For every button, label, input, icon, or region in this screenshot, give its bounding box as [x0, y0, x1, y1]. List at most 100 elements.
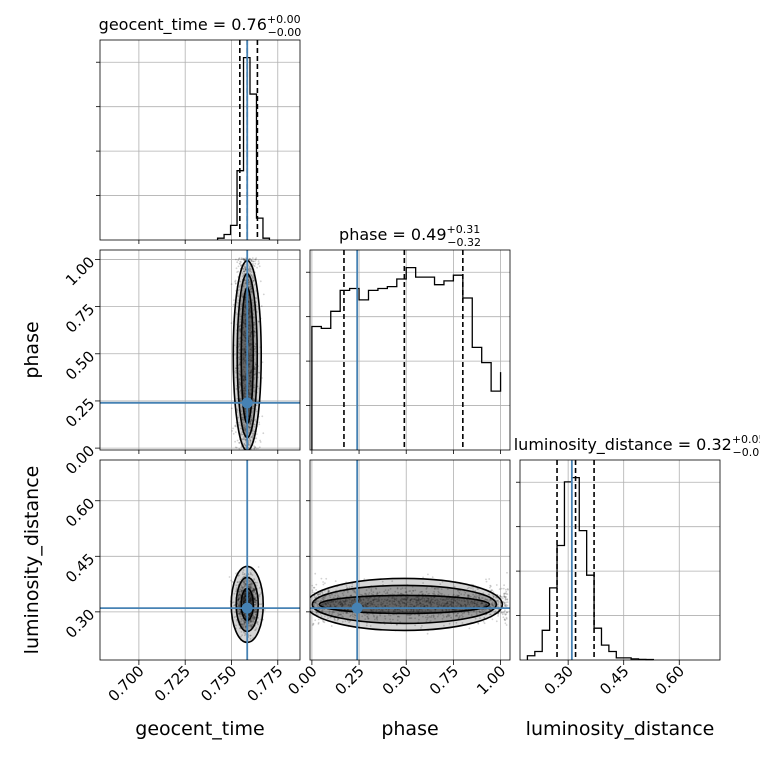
scatter-phase-vs-luminosity-distance-sample [352, 602, 355, 605]
scatter-geocent-time-vs-phase-sample [243, 330, 246, 333]
scatter-phase-vs-luminosity-distance-sample [491, 601, 494, 604]
scatter-phase-vs-luminosity-distance-sample [387, 609, 390, 611]
scatter-geocent-time-vs-luminosity-distance-sample [255, 599, 258, 602]
scatter-geocent-time-vs-phase-sample [242, 334, 245, 337]
scatter-phase-vs-luminosity-distance-sample [504, 619, 507, 622]
scatter-geocent-time-vs-phase-sample [248, 438, 251, 440]
scatter-geocent-time-vs-luminosity-distance-sample [249, 585, 252, 587]
scatter-phase-vs-luminosity-distance-sample [450, 616, 452, 619]
scatter-phase-vs-luminosity-distance-sample [414, 598, 417, 601]
scatter-phase-vs-luminosity-distance-sample [468, 594, 471, 597]
scatter-geocent-time-vs-phase-sample [249, 384, 252, 387]
scatter-geocent-time-vs-luminosity-distance-sample [248, 599, 251, 601]
scatter-phase-vs-luminosity-distance-sample [490, 585, 492, 588]
scatter-phase-vs-luminosity-distance-sample [334, 600, 337, 603]
scatter-phase-vs-luminosity-distance-sample [319, 593, 322, 595]
scatter-phase-vs-luminosity-distance-sample [366, 602, 368, 605]
scatter-geocent-time-vs-phase-sample [234, 283, 237, 285]
scatter-geocent-time-vs-phase-sample [248, 321, 251, 323]
scatter-phase-vs-luminosity-distance-sample [370, 610, 373, 613]
scatter-geocent-time-vs-phase-sample [248, 375, 251, 378]
scatter-geocent-time-vs-luminosity-distance-sample [242, 602, 245, 604]
scatter-geocent-time-vs-luminosity-distance-sample [242, 619, 245, 622]
scatter-geocent-time-vs-luminosity-distance-sample [240, 586, 243, 589]
scatter-phase-vs-luminosity-distance-sample [410, 610, 413, 613]
scatter-phase-vs-luminosity-distance-sample [367, 602, 370, 604]
scatter-geocent-time-vs-luminosity-distance-sample [240, 589, 243, 591]
scatter-phase-vs-luminosity-distance-sample [393, 610, 395, 613]
scatter-geocent-time-vs-luminosity-distance-sample [244, 597, 247, 600]
scatter-geocent-time-vs-phase-sample [242, 322, 245, 325]
scatter-phase-vs-luminosity-distance-sample [341, 604, 343, 606]
scatter-geocent-time-vs-phase-sample [248, 344, 251, 347]
scatter-geocent-time-vs-luminosity-distance-sample [248, 624, 250, 627]
scatter-geocent-time-vs-luminosity-distance-sample [255, 627, 258, 629]
scatter-geocent-time-vs-luminosity-distance-sample [243, 623, 246, 626]
scatter-geocent-time-vs-luminosity-distance-sample [238, 574, 240, 577]
scatter-phase-vs-luminosity-distance-sample [440, 605, 442, 607]
scatter-phase-vs-luminosity-distance-sample [341, 605, 343, 608]
scatter-geocent-time-vs-phase-sample [253, 333, 256, 335]
scatter-phase-vs-luminosity-distance-sample [429, 604, 432, 607]
scatter-phase-vs-luminosity-distance-sample [337, 614, 339, 617]
scatter-geocent-time-vs-luminosity-distance-sample [237, 597, 240, 600]
scatter-geocent-time-vs-phase-sample [248, 372, 250, 375]
scatter-geocent-time-vs-phase-sample [240, 303, 243, 306]
scatter-geocent-time-vs-luminosity-distance-sample [254, 614, 257, 616]
scatter-geocent-time-vs-phase-sample [232, 432, 235, 435]
scatter-geocent-time-vs-phase-sample [243, 314, 246, 317]
scatter-geocent-time-vs-phase-sample [240, 399, 242, 401]
scatter-phase-vs-luminosity-distance-sample [464, 604, 467, 607]
scatter-geocent-time-vs-luminosity-distance-sample [249, 571, 252, 574]
scatter-geocent-time-vs-luminosity-distance-sample [237, 605, 240, 608]
scatter-geocent-time-vs-phase-sample [249, 420, 252, 423]
scatter-geocent-time-vs-phase-sample [244, 393, 247, 395]
scatter-geocent-time-vs-phase-sample [242, 395, 245, 398]
scatter-geocent-time-vs-luminosity-distance-sample [252, 587, 255, 590]
scatter-geocent-time-vs-luminosity-distance-sample [250, 600, 253, 603]
scatter-geocent-time-vs-luminosity-distance-sample [248, 579, 251, 582]
scatter-geocent-time-vs-luminosity-distance-sample [241, 586, 244, 589]
scatter-geocent-time-vs-phase-sample [240, 257, 243, 259]
scatter-geocent-time-vs-phase-sample [252, 275, 255, 277]
scatter-geocent-time-vs-luminosity-distance-sample [249, 585, 252, 588]
scatter-phase-vs-luminosity-distance-sample [315, 583, 318, 586]
scatter-geocent-time-vs-phase-sample [252, 398, 255, 401]
scatter-phase-vs-luminosity-distance-sample [452, 593, 455, 596]
scatter-geocent-time-vs-phase-sample [241, 418, 244, 421]
scatter-geocent-time-vs-luminosity-distance-sample [240, 613, 243, 616]
scatter-geocent-time-vs-luminosity-distance-sample [249, 621, 251, 624]
scatter-geocent-time-vs-phase-sample [235, 258, 237, 261]
scatter-phase-vs-luminosity-distance-sample [346, 587, 349, 589]
hist-phase-background [310, 250, 510, 450]
scatter-phase-vs-luminosity-distance-sample [456, 601, 459, 603]
scatter-geocent-time-vs-phase-sample [238, 257, 240, 260]
scatter-geocent-time-vs-phase-sample [252, 276, 254, 278]
scatter-geocent-time-vs-luminosity-distance-sample [243, 595, 246, 598]
scatter-phase-vs-luminosity-distance-sample [438, 591, 440, 594]
scatter-phase-vs-luminosity-distance-sample [388, 600, 391, 602]
scatter-phase-vs-luminosity-distance-sample [493, 603, 496, 606]
scatter-phase-vs-luminosity-distance-sample [412, 610, 415, 612]
scatter-geocent-time-vs-luminosity-distance-sample [231, 581, 234, 583]
scatter-geocent-time-vs-luminosity-distance-sample [249, 612, 252, 615]
scatter-geocent-time-vs-phase-sample [249, 333, 252, 336]
scatter-geocent-time-vs-luminosity-distance-sample [250, 597, 253, 599]
scatter-geocent-time-vs-luminosity-distance-sample [252, 620, 255, 623]
scatter-geocent-time-vs-phase-sample [250, 368, 253, 371]
scatter-geocent-time-vs-phase-sample [244, 298, 247, 301]
scatter-geocent-time-vs-luminosity-distance-sample [237, 597, 240, 600]
scatter-phase-vs-luminosity-distance-sample [322, 597, 325, 599]
scatter-phase-vs-luminosity-distance-sample [346, 612, 349, 615]
scatter-phase-vs-luminosity-distance-sample [505, 618, 508, 620]
scatter-geocent-time-vs-phase-sample [244, 320, 247, 323]
scatter-geocent-time-vs-luminosity-distance-sample [254, 598, 256, 601]
scatter-geocent-time-vs-luminosity-distance-sample [239, 611, 242, 613]
scatter-geocent-time-vs-luminosity-distance-background [100, 460, 300, 660]
scatter-phase-vs-luminosity-distance-sample [349, 620, 352, 623]
hist-geocent-time-background [100, 40, 300, 240]
scatter-geocent-time-vs-luminosity-distance-sample [248, 597, 251, 600]
scatter-geocent-time-vs-phase-sample [244, 408, 246, 410]
scatter-geocent-time-vs-phase-sample [248, 324, 251, 327]
scatter-phase-vs-luminosity-distance-sample [478, 595, 481, 597]
